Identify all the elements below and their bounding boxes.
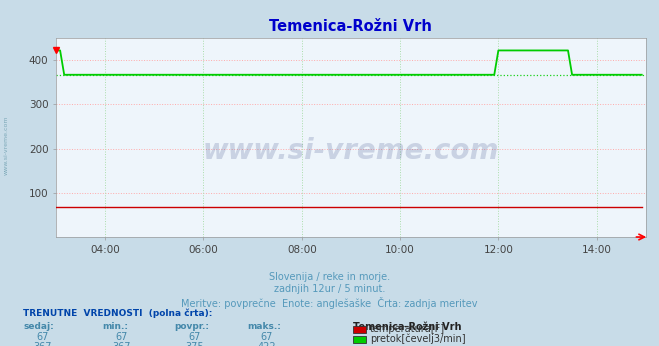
Text: 422: 422 [258,342,276,346]
Text: Meritve: povprečne  Enote: anglešaške  Črta: zadnja meritev: Meritve: povprečne Enote: anglešaške Črt… [181,297,478,309]
Text: www.si-vreme.com: www.si-vreme.com [4,116,9,175]
Text: min.:: min.: [102,322,128,331]
Text: pretok[čevelj3/min]: pretok[čevelj3/min] [370,334,465,344]
Text: TRENUTNE  VREDNOSTI  (polna črta):: TRENUTNE VREDNOSTI (polna črta): [23,309,212,318]
Text: 67: 67 [188,332,200,342]
Text: 367: 367 [113,342,131,346]
Text: 67: 67 [37,332,49,342]
Text: 367: 367 [34,342,52,346]
Text: zadnjih 12ur / 5 minut.: zadnjih 12ur / 5 minut. [273,284,386,294]
Text: www.si-vreme.com: www.si-vreme.com [203,137,499,165]
Text: povpr.:: povpr.: [175,322,210,331]
Text: maks.:: maks.: [247,322,281,331]
Title: Temenica-Rožni Vrh: Temenica-Rožni Vrh [270,19,432,34]
Text: Slovenija / reke in morje.: Slovenija / reke in morje. [269,272,390,282]
Text: sedaj:: sedaj: [23,322,54,331]
Text: temperatura[F]: temperatura[F] [370,325,445,334]
Text: 375: 375 [185,342,204,346]
Text: Temenica-Rožni Vrh: Temenica-Rožni Vrh [353,322,461,332]
Text: 67: 67 [116,332,128,342]
Text: 67: 67 [261,332,273,342]
